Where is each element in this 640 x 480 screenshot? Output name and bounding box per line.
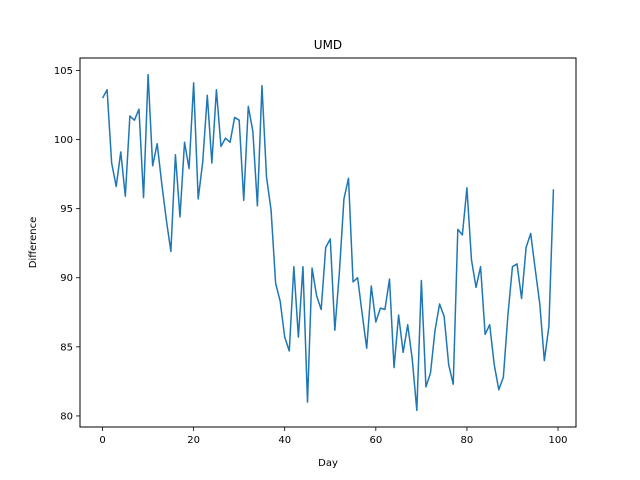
x-tick-label: 80 <box>461 435 474 446</box>
chart-title: UMD <box>314 38 342 52</box>
series-layer <box>101 73 555 412</box>
y-tick-label: 90 <box>60 273 73 284</box>
x-axis-label: Day <box>318 458 338 469</box>
y-axis-ticks: 80 85 90 95 100 105 <box>54 66 80 422</box>
y-tick-label: 85 <box>60 342 73 353</box>
series-line <box>101 73 555 412</box>
x-tick-label: 0 <box>99 435 105 446</box>
y-tick-label: 80 <box>60 411 73 422</box>
x-tick-label: 20 <box>187 435 200 446</box>
y-tick-label: 105 <box>54 66 73 77</box>
x-tick-label: 100 <box>548 435 567 446</box>
y-axis-label: Difference <box>28 217 39 269</box>
x-tick-label: 60 <box>369 435 382 446</box>
plot-frame <box>79 57 577 428</box>
x-axis-ticks: 0 20 40 60 80 100 <box>99 427 568 446</box>
y-tick-label: 95 <box>60 204 73 215</box>
y-tick-label: 100 <box>54 135 73 146</box>
x-tick-label: 40 <box>278 435 291 446</box>
